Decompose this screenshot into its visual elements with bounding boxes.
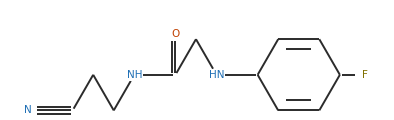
Text: NH: NH	[126, 70, 142, 80]
Text: HN: HN	[209, 70, 224, 80]
Text: O: O	[171, 29, 180, 39]
Text: F: F	[362, 70, 368, 80]
Text: N: N	[24, 105, 32, 115]
